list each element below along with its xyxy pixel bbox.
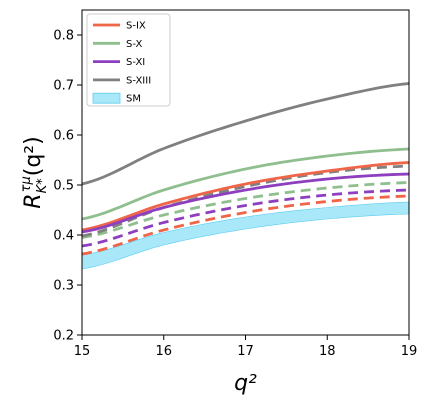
series-s-xiii-solid-line — [81, 82, 410, 186]
x-axis-label: q² — [234, 371, 257, 396]
y-tick-label: 0.5 — [53, 179, 74, 194]
series-s-xi-solid-line — [81, 172, 410, 234]
series-s-ix-solid-line — [81, 161, 410, 232]
x-tick-label: 18 — [319, 344, 336, 359]
y-tick-label: 0.3 — [53, 279, 74, 294]
x-tick-label: 15 — [74, 344, 91, 359]
series-s-xi-dashed-line — [81, 188, 410, 248]
legend: S-IX S-X S-XI S-XIII SM — [86, 13, 171, 107]
x-tick-label: 16 — [155, 344, 172, 359]
axis-label-layer: q² RK*τμ(q²) — [19, 136, 257, 396]
series-s-x-dashed-line — [81, 181, 410, 239]
y-axis-label-sub: K* — [35, 178, 50, 194]
legend-label-s-xiii: S-XIII — [126, 75, 151, 86]
tick-layer: 15 16 17 18 19 0.2 0.3 0.4 0.5 0.6 0.7 0.8 — [53, 29, 417, 360]
x-tick-label: 17 — [237, 344, 254, 359]
y-tick-label: 0.4 — [53, 229, 74, 244]
legend-label-s-x: S-X — [126, 39, 142, 50]
line-layer — [81, 82, 410, 256]
legend-box — [86, 13, 171, 107]
y-tick-label: 0.2 — [53, 329, 74, 344]
legend-label-s-ix: S-IX — [126, 21, 146, 32]
legend-swatch-sm — [92, 92, 121, 104]
y-tick-label: 0.7 — [53, 79, 74, 94]
y-tick-label: 0.8 — [53, 29, 74, 44]
legend-label-s-xi: S-XI — [126, 57, 145, 68]
y-axis-label-arg: (q²) — [21, 136, 46, 176]
y-axis-label-sup: τμ — [19, 176, 34, 192]
y-axis-label: RK*τμ(q²) — [19, 136, 50, 208]
y-axis-label-main: R — [21, 193, 46, 208]
y-tick-label: 0.6 — [53, 129, 74, 144]
legend-label-sm: SM — [126, 94, 141, 105]
series-s-ix-dashed-line — [81, 194, 410, 256]
series-s-x-solid-line — [81, 147, 410, 221]
x-tick-label: 19 — [401, 344, 418, 359]
